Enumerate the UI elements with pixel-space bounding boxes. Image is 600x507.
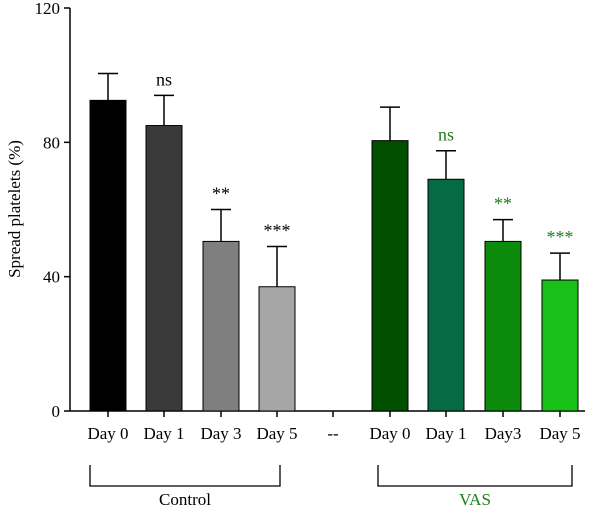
- significance-label: **: [494, 194, 512, 214]
- bar: [371, 140, 409, 412]
- bar: [202, 240, 240, 412]
- bar: [258, 286, 296, 412]
- x-tick-label: --: [327, 424, 339, 443]
- x-tick-label: Day 5: [256, 424, 297, 443]
- y-tick-label: 40: [43, 268, 60, 287]
- significance-label: ***: [264, 220, 291, 240]
- y-axis-label: Spread platelets (%): [5, 140, 24, 278]
- x-tick-label: Day 1: [143, 424, 184, 443]
- x-tick-label: Day3: [485, 424, 522, 443]
- y-axis: 0 40 80 120 Spread platelets (%): [5, 0, 71, 421]
- bar: [484, 240, 522, 412]
- group-bracket: [377, 465, 573, 487]
- bar: [89, 99, 127, 412]
- bar: [145, 125, 183, 412]
- group-brackets: Control VAS: [89, 465, 573, 507]
- x-tick-label: Day 3: [200, 424, 241, 443]
- y-tick-label: 120: [35, 0, 61, 18]
- y-tick-label: 0: [52, 402, 61, 421]
- significance-label: ***: [547, 227, 574, 247]
- bar: [541, 279, 579, 412]
- group-bracket: [89, 465, 281, 487]
- group-label: Control: [159, 490, 211, 507]
- x-tick-label: Day 1: [425, 424, 466, 443]
- bar: [427, 178, 465, 412]
- x-tick-label: Day 0: [369, 424, 410, 443]
- group-label: VAS: [459, 490, 491, 507]
- x-tick-label: Day 5: [539, 424, 580, 443]
- x-axis: Day 0 Day 1 Day 3 Day 5 -- Day 0 Day 1 Day3 Day …: [70, 410, 585, 443]
- significance-label: ns: [156, 69, 172, 89]
- y-tick-label: 80: [43, 133, 60, 152]
- significance-label: **: [212, 184, 230, 204]
- significance-label: ns: [438, 125, 454, 145]
- bars: ns*****ns*****: [89, 69, 579, 412]
- x-tick-label: Day 0: [87, 424, 128, 443]
